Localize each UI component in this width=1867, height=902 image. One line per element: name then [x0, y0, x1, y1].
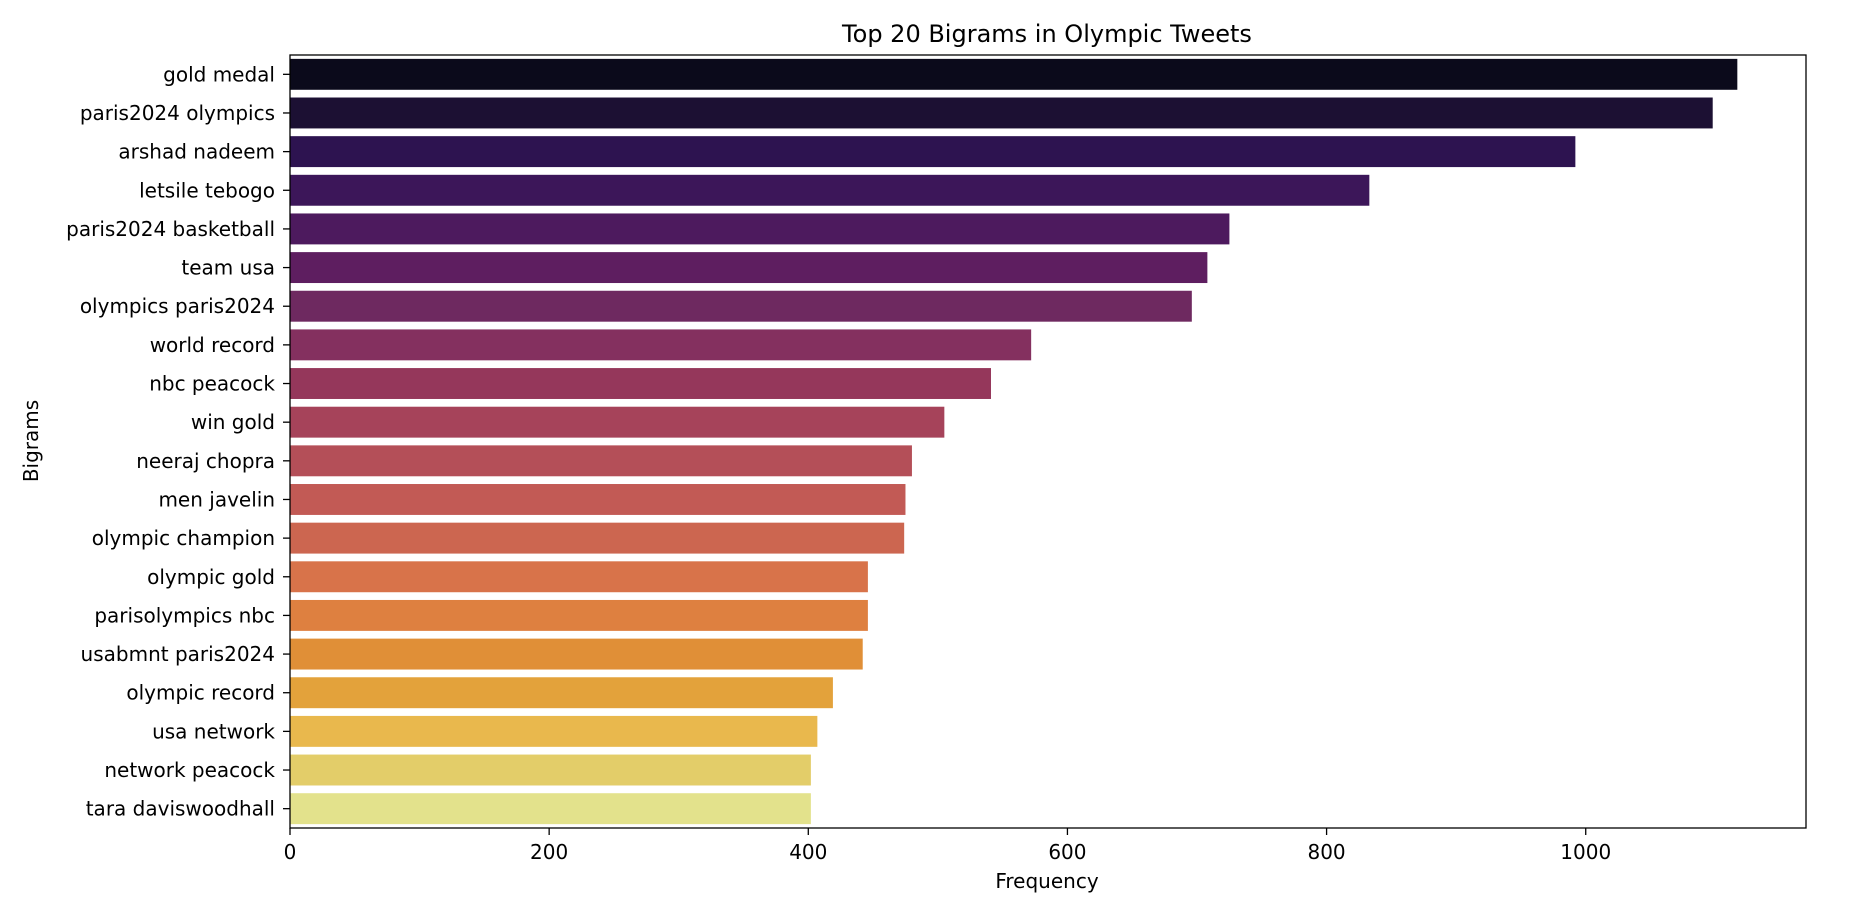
bar — [290, 445, 912, 477]
y-tick-label: usa network — [152, 719, 275, 743]
y-tick-label: gold medal — [163, 62, 275, 86]
y-axis-title: Bigrams — [19, 400, 43, 482]
y-tick-label: arshad nadeem — [118, 140, 275, 164]
bar — [290, 290, 1192, 322]
bar — [290, 677, 833, 709]
y-tick-label: paris2024 basketball — [66, 217, 275, 241]
y-tick-label: parisolympics nbc — [94, 603, 275, 627]
y-tick-label: team usa — [181, 256, 275, 280]
bar — [290, 368, 991, 399]
x-tick-label: 800 — [1307, 840, 1345, 864]
y-tick-label: letsile tebogo — [139, 178, 275, 202]
bar — [290, 406, 945, 438]
y-tick-label: network peacock — [104, 758, 275, 782]
x-tick-label: 600 — [1048, 840, 1086, 864]
y-tick-label: olympic gold — [147, 565, 275, 589]
x-tick-label: 200 — [530, 840, 568, 864]
x-tick-label: 1000 — [1560, 840, 1611, 864]
x-axis-title: Frequency — [995, 869, 1098, 893]
bar — [290, 793, 811, 825]
chart-title: Top 20 Bigrams in Olympic Tweets — [841, 20, 1252, 48]
bar — [290, 561, 868, 593]
bar — [290, 638, 863, 670]
y-tick-label: olympics paris2024 — [80, 294, 275, 318]
y-tick-label: usabmnt paris2024 — [81, 642, 275, 666]
x-tick-label: 400 — [789, 840, 827, 864]
bars-group — [290, 58, 1738, 825]
y-tick-label: olympic champion — [92, 526, 275, 550]
bar — [290, 136, 1576, 168]
y-tick-label: olympic record — [126, 681, 275, 705]
bar — [290, 329, 1032, 361]
bar — [290, 484, 906, 515]
bar — [290, 174, 1370, 206]
bar — [290, 715, 818, 747]
bar — [290, 97, 1713, 129]
x-tick-label: 0 — [284, 840, 297, 864]
bar — [290, 213, 1230, 245]
y-tick-label: win gold — [191, 410, 275, 434]
plot-frame — [289, 54, 1807, 829]
y-tick-label: men javelin — [158, 487, 275, 511]
y-tick-label: world record — [150, 333, 275, 357]
bar — [290, 754, 811, 786]
y-tick-label: neeraj chopra — [136, 449, 275, 473]
bar — [290, 58, 1738, 90]
y-tick-labels: gold medal paris2024 olympics arshad nadee… — [66, 62, 290, 821]
y-tick-label: tara daviswoodhall — [86, 797, 275, 821]
y-tick-label: nbc peacock — [149, 372, 275, 396]
bar — [290, 252, 1208, 284]
x-ticks: 0 200 400 600 800 1000 — [284, 828, 1611, 864]
y-tick-label: paris2024 olympics — [80, 101, 275, 125]
bar — [290, 599, 868, 631]
bar — [290, 522, 905, 554]
